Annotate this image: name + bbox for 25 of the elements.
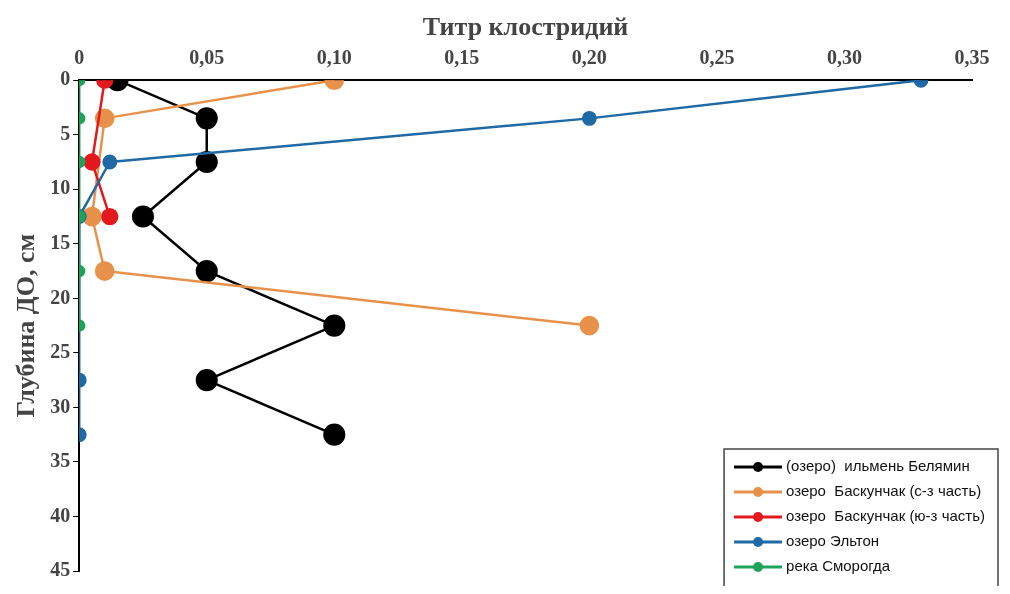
y-tick-label: 30 [50,394,71,417]
x-tick-label: 0,10 [316,46,352,69]
x-axis-title: Титр клостридий [422,12,629,42]
y-tick-label: 40 [50,503,71,526]
legend-label: озеро Баскунчак (с-з часть) [786,482,982,500]
x-tick-label: 0 [74,46,85,69]
y-tick-label: 20 [50,285,71,308]
x-tick-label: 0,20 [571,46,607,69]
legend-label: озеро Эльтон [786,532,880,550]
x-tick-label: 0,30 [826,46,862,69]
y-tick-label: 45 [50,558,71,581]
y-tick-label: 35 [50,449,71,472]
legend-label: (озеро) ильмень Белямин [786,457,970,475]
x-tick-label: 0,15 [444,46,480,69]
legend-label: река Сморогда [786,557,891,575]
y-tick-label: 0 [60,67,71,90]
x-tick-label: 0,05 [189,46,225,69]
y-tick-label: 10 [50,176,71,199]
y-tick-label: 25 [50,340,71,363]
y-tick-label: 5 [60,121,71,144]
x-tick-label: 0,25 [699,46,735,69]
y-axis-title: Глубина ДО, см [11,233,41,418]
x-tick-label: 0,35 [954,46,990,69]
legend-label: озеро Баскунчак (ю-з часть) [786,507,986,525]
y-tick-label: 15 [50,230,71,253]
